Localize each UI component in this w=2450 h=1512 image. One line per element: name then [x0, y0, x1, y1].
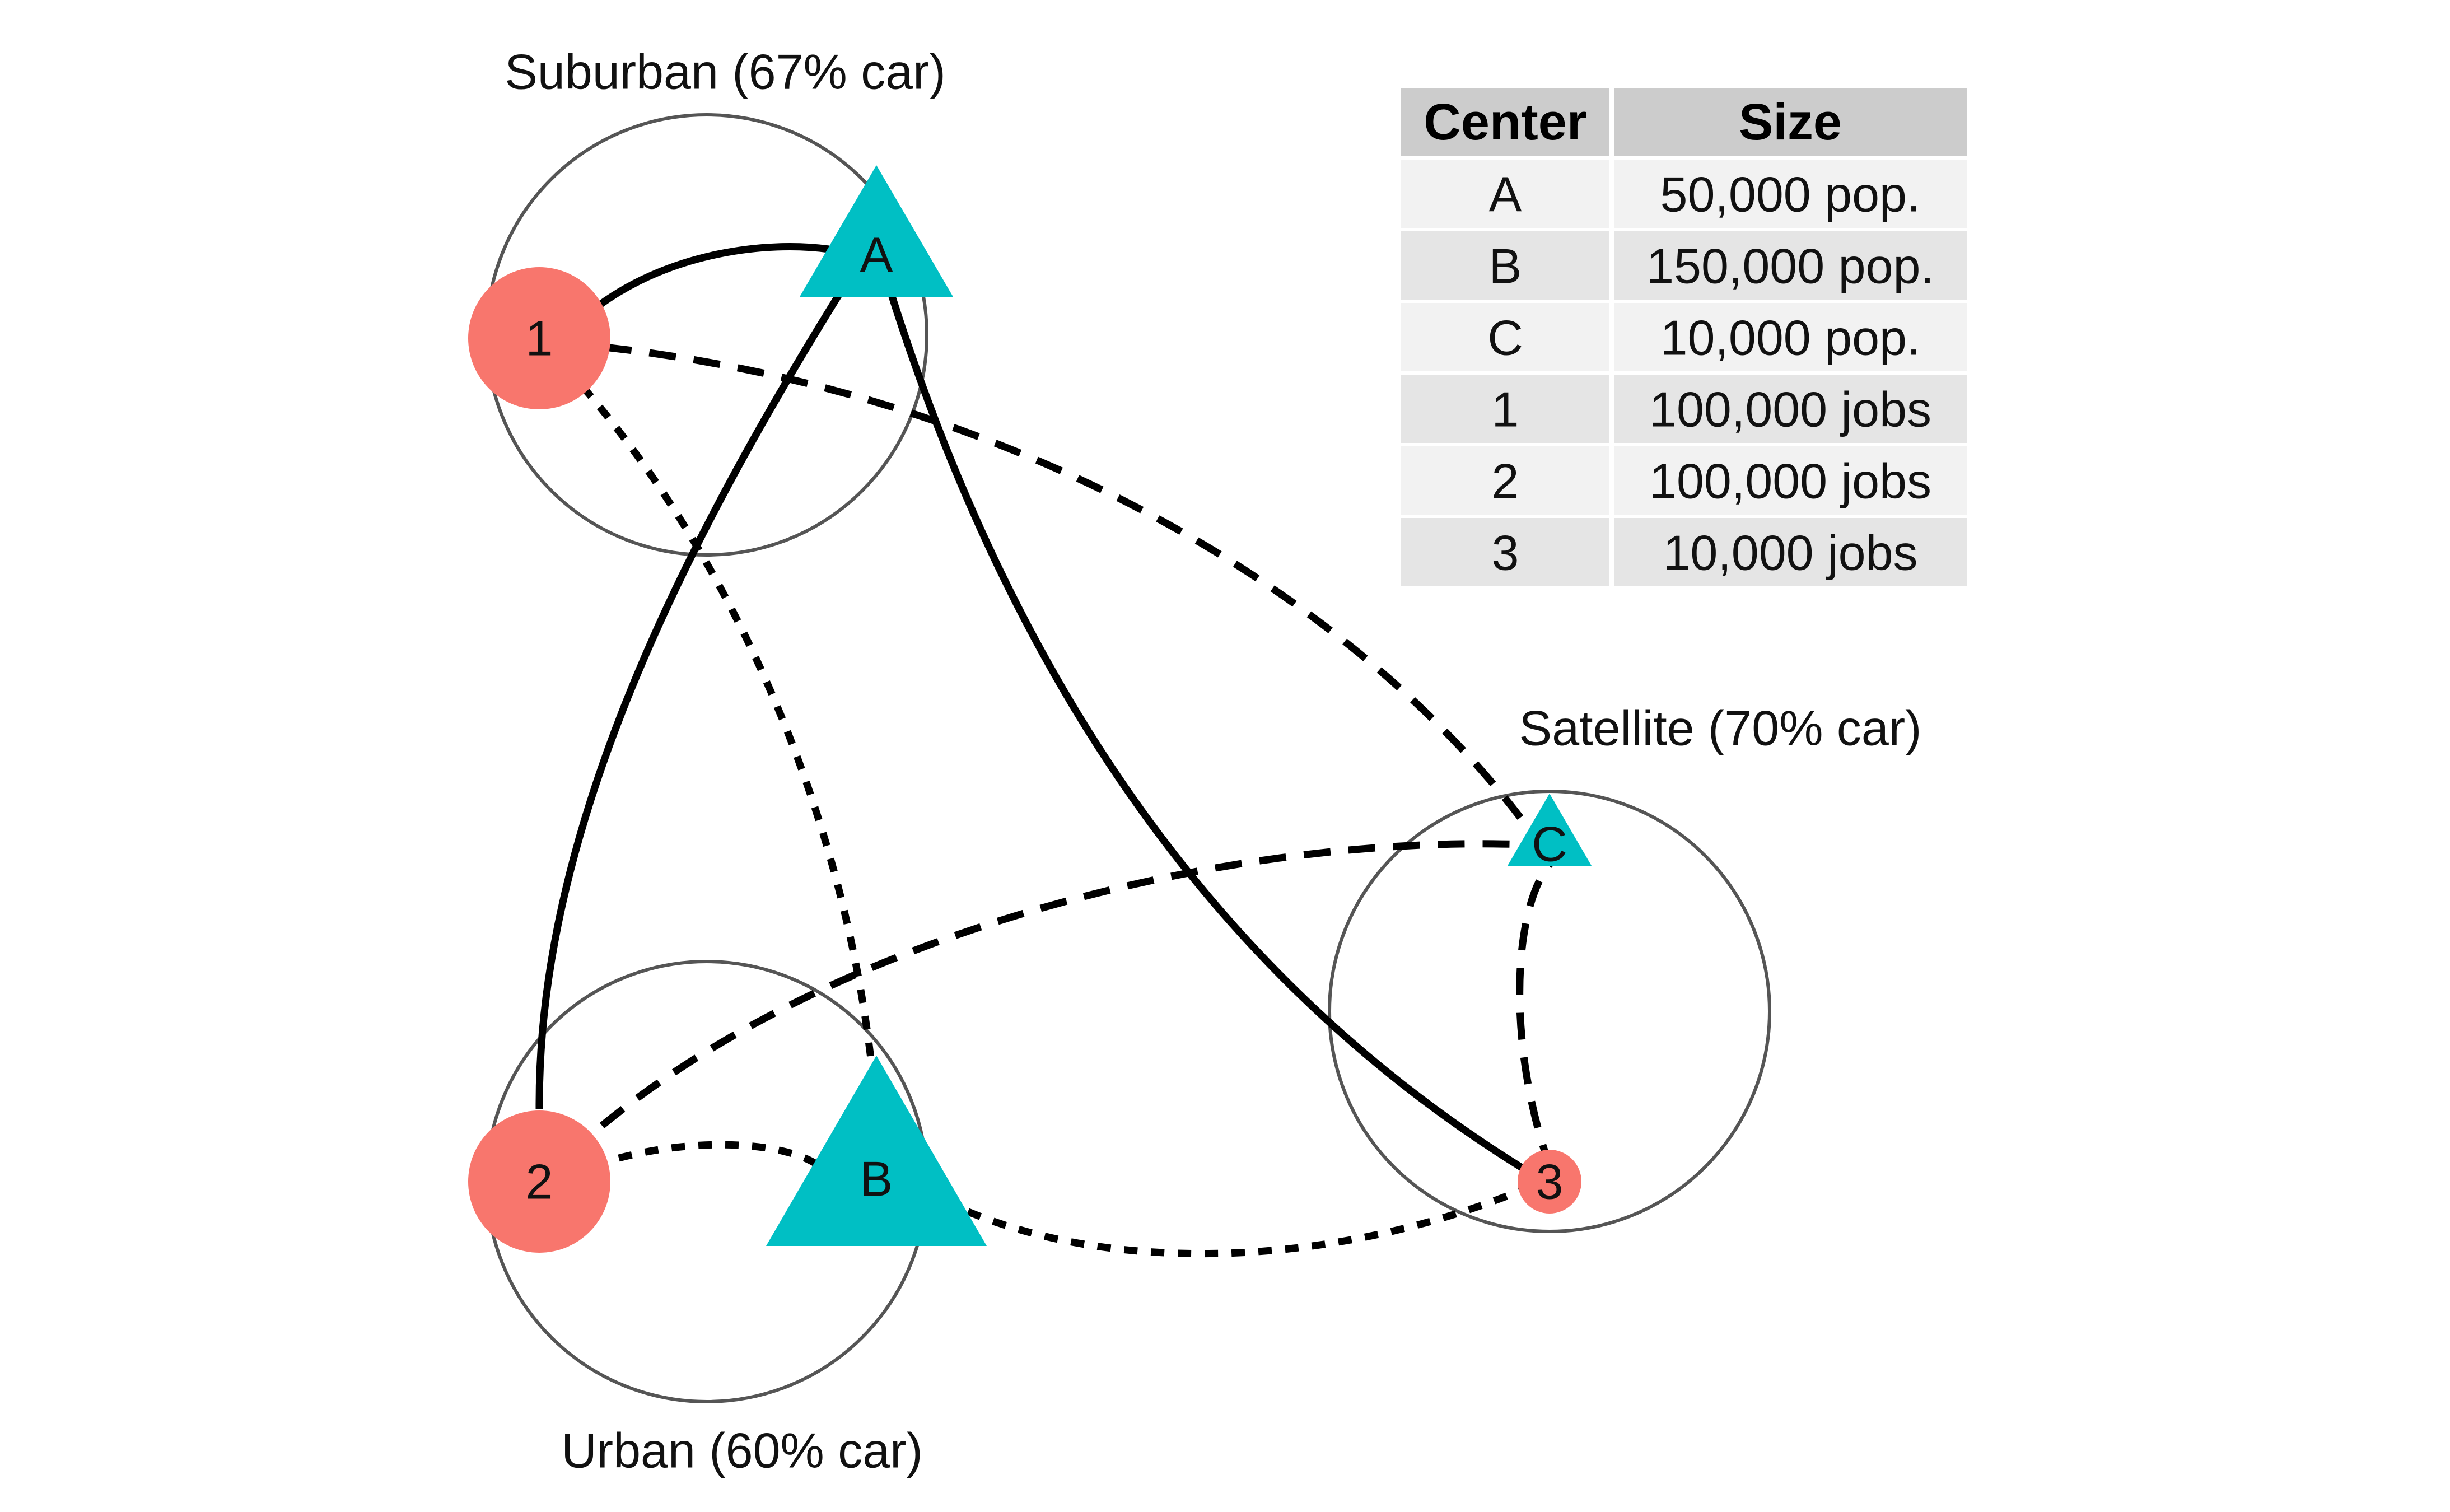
- node-B-label: B: [860, 1151, 893, 1207]
- legend-header-center: Center: [1424, 94, 1586, 151]
- link-2-to-B: [618, 1141, 820, 1168]
- legend-header-size: Size: [1739, 94, 1842, 151]
- node-A-triangle: [800, 165, 953, 297]
- legend-row-b-center: B: [1489, 239, 1522, 294]
- legend-row-1-size: 100,000 jobs: [1649, 382, 1931, 437]
- link-3-to-C: [1516, 860, 1555, 1172]
- legend-row-2-size: 100,000 jobs: [1649, 454, 1931, 509]
- legend-row-b-size: 150,000 pop.: [1646, 239, 1934, 294]
- legend-row-2-center: 2: [1492, 454, 1519, 509]
- node-B-triangle: [766, 1056, 987, 1246]
- legend-row-3-size-cell: [1614, 518, 1967, 586]
- node-3-label: 3: [1536, 1154, 1564, 1210]
- legend-row-c-size: 10,000 pop.: [1660, 310, 1921, 366]
- node-C-label: C: [1532, 816, 1567, 872]
- node-1-label: 1: [526, 311, 553, 366]
- link-1-to-A: [597, 243, 829, 309]
- region-satellite-circle: [1328, 790, 1771, 1233]
- node-2-label: 2: [526, 1154, 553, 1210]
- legend-row-b-center-cell: [1401, 231, 1609, 300]
- link-1-to-B: [580, 384, 875, 1059]
- node-2-circle: [468, 1110, 610, 1253]
- link-2-to-C: [599, 840, 1524, 1129]
- link-2-to-A: [535, 267, 858, 1109]
- legend-row-a-size: 50,000 pop.: [1660, 167, 1921, 222]
- legend-row-1-center-cell: [1401, 375, 1609, 443]
- legend-row-2-center-cell: [1401, 446, 1609, 515]
- legend-row-c-center: C: [1487, 310, 1523, 366]
- regions: Suburban (67% car) Urban (60% car) Satel…: [485, 44, 1922, 1478]
- region-satellite-label: Satellite (70% car): [1519, 701, 1922, 756]
- legend-row-1-size-cell: [1614, 375, 1967, 443]
- legend-row-b-size-cell: [1614, 231, 1967, 300]
- legend-row-3-center-cell: [1401, 518, 1609, 586]
- legend-row-c-center-cell: [1401, 303, 1609, 371]
- legend-row-a-center: A: [1489, 167, 1522, 222]
- region-urban-label: Urban (60% car): [561, 1423, 923, 1478]
- link-1-to-C: [604, 343, 1524, 820]
- legend-row-1-center: 1: [1492, 382, 1519, 437]
- legend-row-a-center-cell: [1401, 160, 1609, 228]
- legend-header-cell-center: [1401, 88, 1609, 156]
- legend-header-cell-size: [1614, 88, 1967, 156]
- legend-row-c-size-cell: [1614, 303, 1967, 371]
- link-3-to-B: [962, 1183, 1533, 1258]
- legend-row-3-center: 3: [1492, 525, 1519, 581]
- links: [535, 243, 1555, 1258]
- node-3-circle: [1518, 1150, 1581, 1214]
- nodes: A B C 1 2 3: [468, 165, 1592, 1253]
- legend-row-3-size: 10,000 jobs: [1663, 525, 1917, 581]
- node-1-circle: [468, 267, 610, 409]
- node-A-label: A: [860, 227, 893, 283]
- link-3-to-A: [886, 290, 1549, 1186]
- legend-table: Center Size A 50,000 pop. B 150,000 pop.…: [1401, 88, 1967, 586]
- node-C-triangle: [1508, 794, 1592, 866]
- legend-row-a-size-cell: [1614, 160, 1967, 228]
- legend-row-2-size-cell: [1614, 446, 1967, 515]
- region-suburban-label: Suburban (67% car): [505, 44, 946, 100]
